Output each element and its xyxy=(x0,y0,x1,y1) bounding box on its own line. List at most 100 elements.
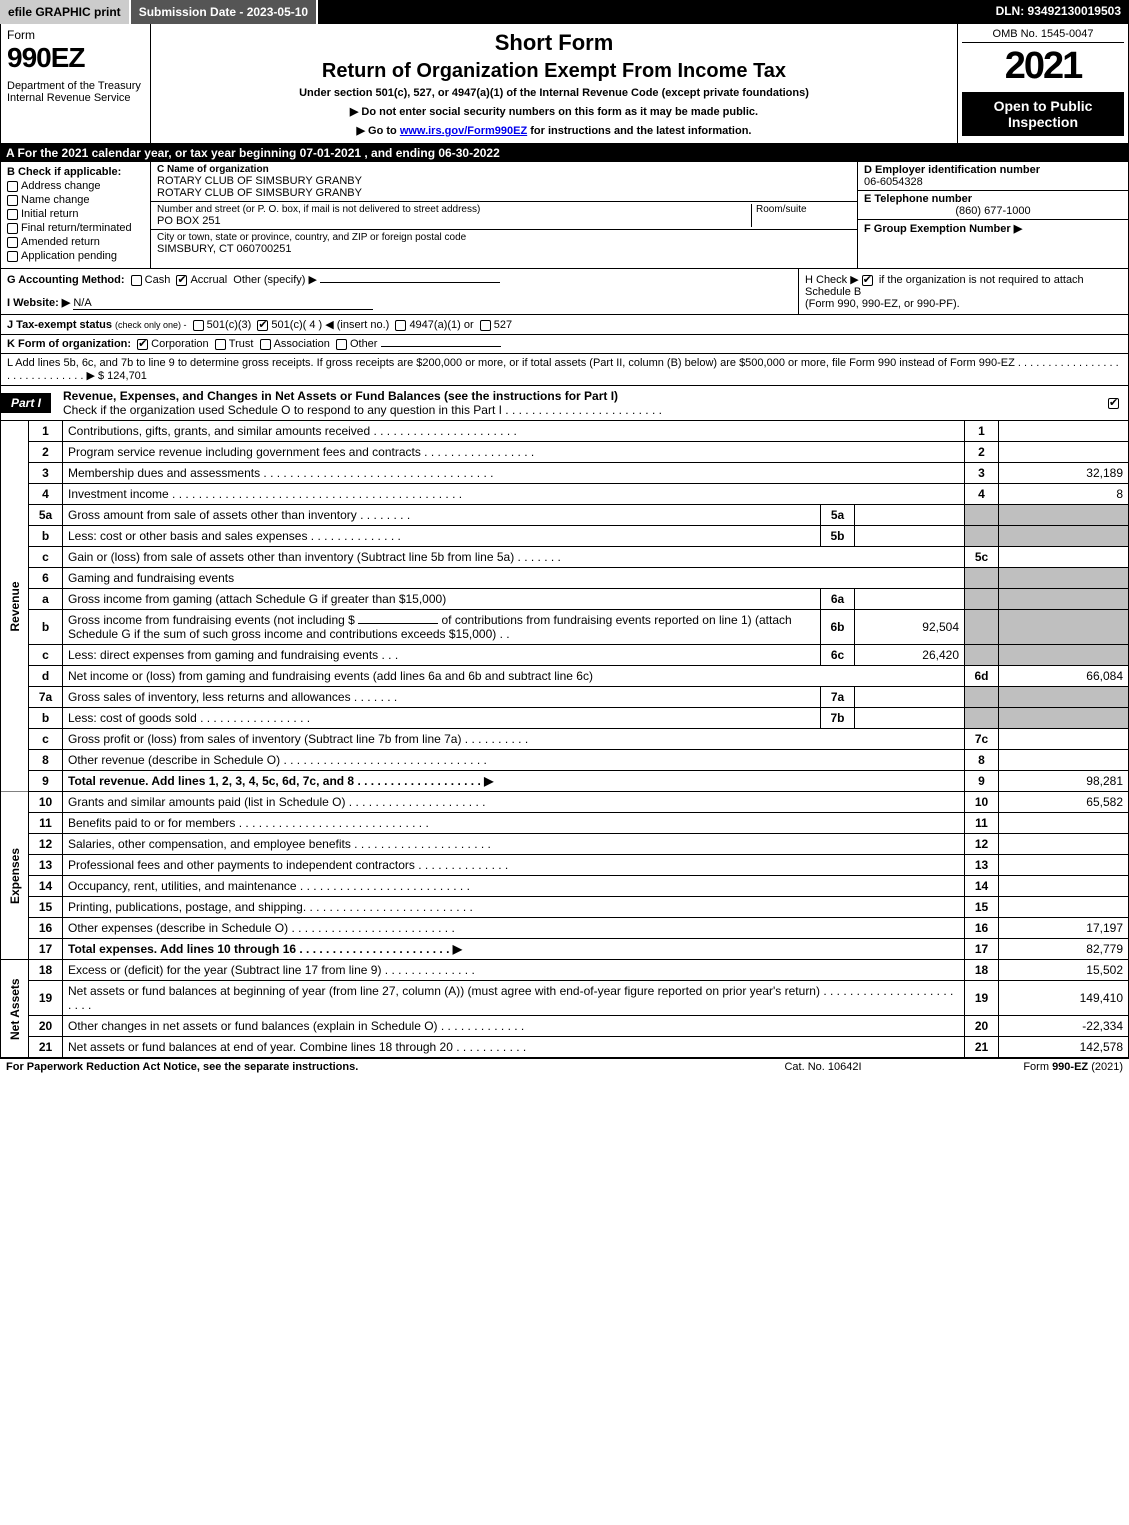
l6d-rn: 6d xyxy=(965,666,999,687)
l6b-desc-pre: Gross income from fundraising events (no… xyxy=(68,613,358,627)
chk-name-change[interactable] xyxy=(7,195,18,206)
dept-label: Department of the Treasury Internal Reve… xyxy=(7,80,144,104)
chk-501c[interactable] xyxy=(257,320,268,331)
chk-final-return[interactable] xyxy=(7,223,18,234)
row-k-label: K Form of organization: xyxy=(7,338,131,350)
chk-final-return-label: Final return/terminated xyxy=(21,222,132,234)
l7c-rn: 7c xyxy=(965,729,999,750)
l15-num: 15 xyxy=(29,897,63,918)
line-7c: c Gross profit or (loss) from sales of i… xyxy=(1,729,1129,750)
irs-link[interactable]: www.irs.gov/Form990EZ xyxy=(400,125,527,137)
footer-mid: Cat. No. 10642I xyxy=(723,1061,923,1073)
chk-initial-return[interactable] xyxy=(7,209,18,220)
l2-desc: Program service revenue including govern… xyxy=(63,442,965,463)
part-1-tag: Part I xyxy=(1,393,51,413)
l5b-num: b xyxy=(29,526,63,547)
chk-application-pending-label: Application pending xyxy=(21,250,117,262)
dln-label: DLN: 93492130019503 xyxy=(988,0,1129,24)
l3-desc: Membership dues and assessments . . . . … xyxy=(63,463,965,484)
addr-legend: Number and street (or P. O. box, if mail… xyxy=(157,204,751,215)
l12-rn: 12 xyxy=(965,834,999,855)
org-address: PO BOX 251 xyxy=(157,215,751,227)
tax-year: 2021 xyxy=(962,43,1124,90)
box-c: C Name of organization ROTARY CLUB OF SI… xyxy=(151,162,858,268)
other-org-input[interactable] xyxy=(381,346,501,347)
chk-4947a1-label: 4947(a)(1) or xyxy=(409,319,473,331)
l5a-subnum: 5a xyxy=(821,505,855,526)
line-10: Expenses 10 Grants and similar amounts p… xyxy=(1,792,1129,813)
l15-rn: 15 xyxy=(965,897,999,918)
l6b-contrib-input[interactable] xyxy=(358,623,438,624)
l9-amt: 98,281 xyxy=(999,771,1129,792)
l19-rn: 19 xyxy=(965,981,999,1016)
part-1-checkline: Check if the organization used Schedule … xyxy=(63,403,662,417)
chk-association[interactable] xyxy=(260,339,271,350)
line-6a: a Gross income from gaming (attach Sched… xyxy=(1,589,1129,610)
l7a-rn-grey xyxy=(965,687,999,708)
chk-other-org[interactable] xyxy=(336,339,347,350)
l8-num: 8 xyxy=(29,750,63,771)
chk-accrual[interactable] xyxy=(176,275,187,286)
l6c-desc: Less: direct expenses from gaming and fu… xyxy=(63,645,821,666)
chk-501c3-label: 501(c)(3) xyxy=(207,319,252,331)
l4-desc: Investment income . . . . . . . . . . . … xyxy=(63,484,965,505)
chk-amended-return[interactable] xyxy=(7,237,18,248)
chk-address-change-label: Address change xyxy=(21,180,101,192)
chk-501c-label: 501(c)( 4 ) ◀ (insert no.) xyxy=(271,319,389,331)
l9-num: 9 xyxy=(29,771,63,792)
line-5c: c Gain or (loss) from sale of assets oth… xyxy=(1,547,1129,568)
l13-amt xyxy=(999,855,1129,876)
form-subtitle: Under section 501(c), 527, or 4947(a)(1)… xyxy=(159,87,949,99)
chk-501c3[interactable] xyxy=(193,320,204,331)
l6a-subnum: 6a xyxy=(821,589,855,610)
org-city: SIMSBURY, CT 060700251 xyxy=(157,243,851,255)
l11-num: 11 xyxy=(29,813,63,834)
chk-schedule-o-used[interactable] xyxy=(1108,398,1119,409)
efile-print-label[interactable]: efile GRAPHIC print xyxy=(0,0,131,24)
chk-4947a1[interactable] xyxy=(395,320,406,331)
l10-rn: 10 xyxy=(965,792,999,813)
line-8: 8 Other revenue (describe in Schedule O)… xyxy=(1,750,1129,771)
box-b: B Check if applicable: Address change Na… xyxy=(1,162,151,268)
line-4: 4 Investment income . . . . . . . . . . … xyxy=(1,484,1129,505)
l6-num: 6 xyxy=(29,568,63,589)
l21-amt: 142,578 xyxy=(999,1037,1129,1058)
l11-amt xyxy=(999,813,1129,834)
telephone-value: (860) 677-1000 xyxy=(864,205,1122,217)
other-specify-input[interactable] xyxy=(320,282,500,283)
l12-desc: Salaries, other compensation, and employ… xyxy=(63,834,965,855)
line-12: 12 Salaries, other compensation, and emp… xyxy=(1,834,1129,855)
chk-527[interactable] xyxy=(480,320,491,331)
row-g-h: G Accounting Method: Cash Accrual Other … xyxy=(0,269,1129,315)
section-expenses-label: Expenses xyxy=(1,792,29,960)
form-note-2: ▶ Go to www.irs.gov/Form990EZ for instru… xyxy=(159,124,949,137)
row-a-tax-year: A For the 2021 calendar year, or tax yea… xyxy=(0,144,1129,162)
l5c-num: c xyxy=(29,547,63,568)
header-mid: Short Form Return of Organization Exempt… xyxy=(151,24,958,143)
l7a-subnum: 7a xyxy=(821,687,855,708)
row-h-post2: (Form 990, 990-EZ, or 990-PF). xyxy=(805,298,960,310)
row-l-value: 124,701 xyxy=(107,370,147,382)
chk-cash[interactable] xyxy=(131,275,142,286)
chk-cash-label: Cash xyxy=(145,274,171,286)
l7a-amt-grey xyxy=(999,687,1129,708)
l7b-amt-grey xyxy=(999,708,1129,729)
org-name-2: ROTARY CLUB OF SIMSBURY GRANBY xyxy=(157,187,851,199)
l19-num: 19 xyxy=(29,981,63,1016)
l18-desc: Excess or (deficit) for the year (Subtra… xyxy=(63,960,965,981)
l7a-subval xyxy=(855,687,965,708)
chk-address-change[interactable] xyxy=(7,181,18,192)
l21-num: 21 xyxy=(29,1037,63,1058)
l5a-desc: Gross amount from sale of assets other t… xyxy=(63,505,821,526)
chk-trust[interactable] xyxy=(215,339,226,350)
footer-right-pre: Form xyxy=(1023,1061,1052,1073)
l19-desc: Net assets or fund balances at beginning… xyxy=(63,981,965,1016)
chk-527-label: 527 xyxy=(494,319,512,331)
chk-corporation[interactable] xyxy=(137,339,148,350)
line-13: 13 Professional fees and other payments … xyxy=(1,855,1129,876)
footer-left: For Paperwork Reduction Act Notice, see … xyxy=(6,1061,723,1073)
chk-application-pending[interactable] xyxy=(7,251,18,262)
l8-desc: Other revenue (describe in Schedule O) .… xyxy=(63,750,965,771)
chk-schedule-b-not-required[interactable] xyxy=(862,275,873,286)
line-7b: b Less: cost of goods sold . . . . . . .… xyxy=(1,708,1129,729)
